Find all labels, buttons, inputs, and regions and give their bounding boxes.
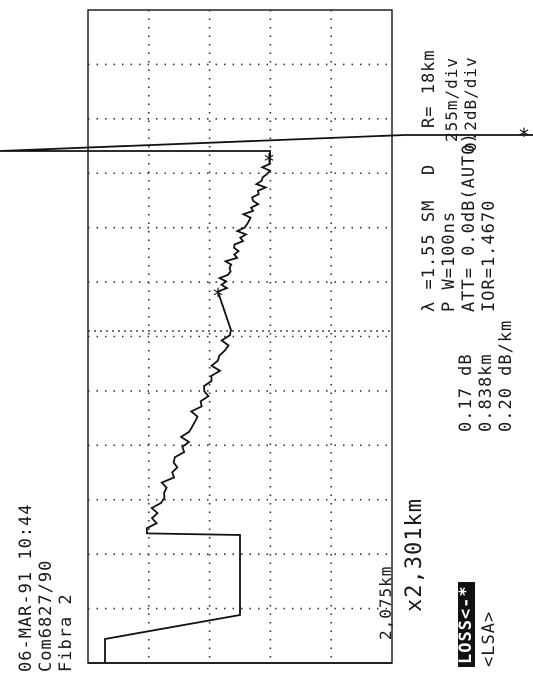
event-marker: * — [212, 284, 224, 308]
event-marker: * — [518, 124, 530, 148]
pulse-width-label: P W=100ns — [439, 210, 459, 312]
trace-line — [0, 134, 533, 663]
lsa-method-label: <LSA> — [479, 610, 499, 667]
distance-value: 0.838km — [476, 353, 496, 432]
range-label: R= 18km — [419, 49, 439, 128]
attenuation-setting-label: ATT= 0.0dB(AUTO) — [459, 132, 479, 312]
horizontal-scale-label: 255m/div — [442, 56, 461, 142]
ior-label: IOR=1.4670 — [479, 199, 499, 312]
cable-label: Com6827/90 — [36, 559, 56, 672]
marker-layer: * * * — [88, 124, 530, 332]
cursor-secondary-label: 2,075km — [376, 565, 395, 640]
attenuation-per-km-value: 0.20 dB/km — [496, 319, 516, 432]
wavelength-label: λ =1.55 SM — [419, 199, 439, 312]
fibre-label: Fibra 2 — [56, 593, 76, 672]
date-time-label: 06-MAR-91 10:44 — [16, 503, 36, 672]
loss-value: 0.17 dB — [456, 353, 476, 432]
event-marker: * — [263, 150, 275, 174]
cursor-distance-label: x2,301km — [402, 498, 427, 612]
trace-layer — [0, 134, 533, 663]
loss-mode-badge: LOSS<-* — [456, 582, 476, 667]
chart-grid — [87, 9, 393, 664]
display-mode-label: D — [419, 163, 439, 175]
